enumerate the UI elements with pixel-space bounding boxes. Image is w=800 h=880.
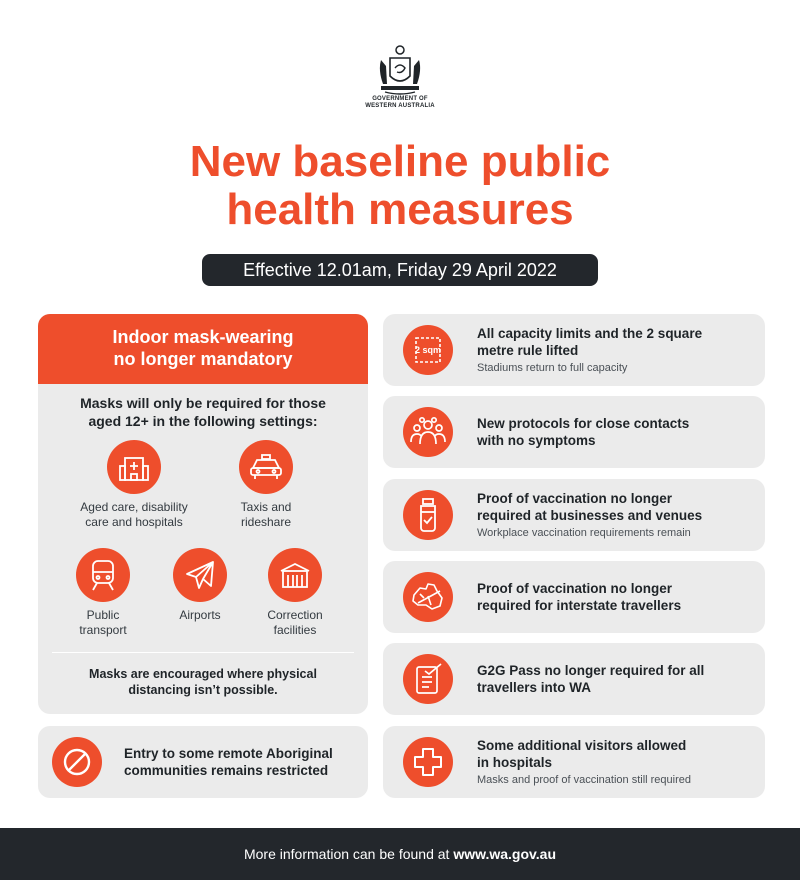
measure-sub: Stadiums return to full capacity: [477, 361, 628, 374]
setting-aged-care: Aged care, disability care and hospitals: [64, 440, 204, 530]
setting-airports: Airports: [130, 548, 270, 623]
setting-label-line1: Public: [86, 608, 120, 622]
setting-label-line1: Airports: [179, 608, 221, 622]
measure-line1: Some additional visitors allowed: [477, 737, 687, 753]
title-line2: health measures: [226, 185, 574, 234]
government-crest-logo: GOVERNMENT OF WESTERN AUSTRALIA: [360, 44, 440, 122]
measure-sub: Masks and proof of vaccination still req…: [477, 773, 691, 786]
prohibited-icon: [52, 737, 102, 787]
aboriginal-line1: Entry to some remote Aboriginal: [124, 746, 333, 761]
setting-label-line1: Taxis and: [240, 500, 292, 514]
measure-card-business-vaccination: Proof of vaccination no longer required …: [383, 479, 765, 551]
footer: More information can be found at www.wa.…: [0, 828, 800, 880]
mask-heading-line2: no longer mandatory: [113, 349, 293, 369]
setting-label-line2: care and hospitals: [85, 515, 183, 529]
people-group-icon: [403, 407, 453, 457]
measure-line2: in hospitals: [477, 754, 553, 770]
setting-correction-facilities: Correction facilities: [225, 548, 365, 638]
mask-panel-divider: [52, 652, 354, 653]
measure-card-capacity: 2 sqm All capacity limits and the 2 squa…: [383, 314, 765, 386]
measure-line2: required for interstate travellers: [477, 598, 682, 613]
setting-public-transport: Public transport: [38, 548, 173, 638]
aboriginal-text: Entry to some remote Aboriginal communit…: [124, 726, 358, 798]
setting-label-line2: facilities: [273, 623, 317, 637]
square-metre-label: 2 sqm: [414, 345, 441, 355]
measure-line2: with no symptoms: [477, 433, 596, 448]
encourage-line2: distancing isn’t possible.: [128, 683, 278, 697]
mask-intro-line2: aged 12+ in the following settings:: [88, 413, 318, 429]
aboriginal-line2: communities remains restricted: [124, 763, 329, 778]
mask-intro: Masks will only be required for those ag…: [38, 394, 368, 430]
measure-line1: Proof of vaccination no longer: [477, 490, 673, 506]
measure-sub: Workplace vaccination requirements remai…: [477, 526, 691, 539]
measure-line1: All capacity limits and the 2 square: [477, 325, 703, 341]
crest-icon: [379, 45, 421, 95]
setting-label-line2: rideshare: [240, 515, 292, 529]
mask-panel: Indoor mask-wearing no longer mandatory …: [38, 314, 368, 714]
measure-line1: G2G Pass no longer required for all: [477, 663, 705, 678]
measure-line2: metre rule lifted: [477, 342, 579, 358]
measure-line1: New protocols for close contacts: [477, 416, 690, 431]
square-metre-icon: 2 sqm: [403, 325, 453, 375]
train-icon: [76, 548, 130, 602]
setting-taxis: Taxis and rideshare: [196, 440, 336, 530]
australia-plane-icon: [403, 572, 453, 622]
mask-heading-line1: Indoor mask-wearing: [112, 327, 294, 347]
mask-panel-heading: Indoor mask-wearing no longer mandatory: [38, 314, 368, 384]
setting-label-line1: Aged care, disability: [80, 500, 188, 514]
measure-line2: travellers into WA: [477, 680, 592, 695]
medical-cross-icon: [403, 737, 453, 787]
logo-line2: WESTERN AUSTRALIA: [365, 103, 435, 109]
setting-label-line1: Correction: [267, 608, 323, 622]
building-icon: [268, 548, 322, 602]
footer-link[interactable]: www.wa.gov.au: [453, 846, 557, 862]
measure-card-close-contacts: New protocols for close contacts with no…: [383, 396, 765, 468]
measure-card-interstate: Proof of vaccination no longer required …: [383, 561, 765, 633]
encourage-line1: Masks are encouraged where physical: [89, 667, 317, 681]
measure-line2: required at businesses and venues: [477, 507, 703, 523]
taxi-icon: [239, 440, 293, 494]
mask-intro-line1: Masks will only be required for those: [80, 395, 326, 411]
title-line1: New baseline public: [189, 137, 611, 186]
vaccine-vial-icon: [403, 490, 453, 540]
aboriginal-communities-card: Entry to some remote Aboriginal communit…: [38, 726, 368, 798]
measure-card-hospital-visitors: Some additional visitors allowed in hosp…: [383, 726, 765, 798]
logo-line1: GOVERNMENT OF: [372, 96, 428, 102]
checklist-icon: [403, 654, 453, 704]
measure-line1: Proof of vaccination no longer: [477, 581, 673, 596]
mask-encouraged-note: Masks are encouraged where physical dist…: [38, 666, 368, 698]
footer-text: More information can be found at: [243, 846, 450, 862]
setting-label-line2: transport: [79, 623, 127, 637]
measure-card-g2g-pass: G2G Pass no longer required for all trav…: [383, 643, 765, 715]
hospital-icon: [107, 440, 161, 494]
plane-icon: [173, 548, 227, 602]
effective-date-banner: Effective 12.01am, Friday 29 April 2022: [202, 254, 598, 286]
page-title: New baseline public health measures: [0, 138, 800, 234]
